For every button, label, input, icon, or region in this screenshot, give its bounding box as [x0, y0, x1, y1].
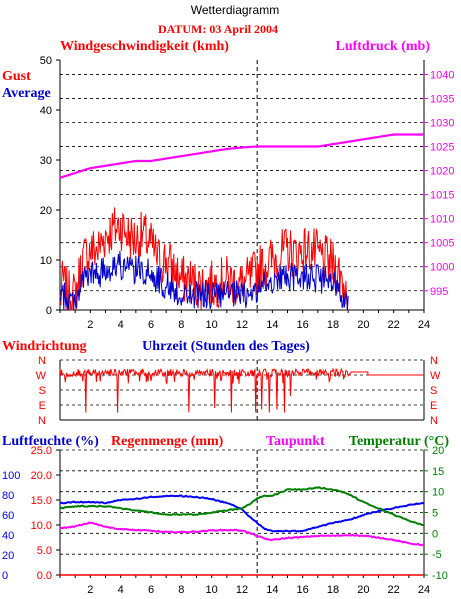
wind-x-tick-label: 4	[118, 319, 124, 331]
temperature-y-tick-label: 5	[432, 508, 438, 520]
humidity-x-tick-label: 8	[178, 584, 184, 596]
rain-y-tick-label: 20.0	[31, 470, 52, 482]
temperature-y-tick-label: 0	[432, 528, 438, 540]
date-label: DATUM: 03 April 2004	[158, 22, 278, 36]
wind-direction-title: Windrichtung	[2, 339, 87, 354]
pressure-y-tick-label: 1010	[430, 214, 454, 226]
direction-grid	[60, 359, 424, 421]
direction-label-left: N	[38, 355, 46, 367]
wind-series	[59, 133, 424, 311]
temperature-title: Temperatur (°C)	[349, 434, 449, 449]
wind-grid	[60, 60, 424, 310]
pressure-series-line	[59, 133, 424, 179]
direction-series	[59, 367, 424, 413]
humidity-x-tick-label: 10	[206, 584, 218, 596]
direction-label-right: N	[430, 355, 438, 367]
humidity-ticks: 0 20 40 60 80 100 0.0 5.0 10.0 15.0 20.0 25.0 -10 -5 0…	[2, 445, 448, 596]
humidity-y-tick-label: 40	[2, 530, 14, 542]
humidity-x-tick-label: 20	[357, 584, 369, 596]
pressure-title: Luftdruck (mb)	[335, 39, 430, 54]
rain-y-tick-label: 15.0	[31, 495, 52, 507]
wind-x-tick-label: 2	[87, 319, 93, 331]
page-title: Wetterdiagramm	[191, 3, 279, 17]
humidity-series-line	[59, 494, 425, 533]
wind-x-tick-label: 18	[327, 319, 339, 331]
wind-x-tick-label: 14	[266, 319, 278, 331]
humidity-x-tick-label: 12	[236, 584, 248, 596]
direction-label-right: E	[430, 400, 437, 412]
rain-y-tick-label: 10.0	[31, 520, 52, 532]
temperature-y-tick-label: 10	[432, 487, 444, 499]
temperature-y-tick-label: -5	[432, 549, 442, 561]
humidity-x-tick-label: 18	[327, 584, 339, 596]
time-axis-title: Uhrzeit (Stunden des Tages)	[142, 339, 310, 354]
wind-x-tick-label: 12	[236, 319, 248, 331]
pressure-y-tick-label: 1000	[430, 262, 454, 274]
direction-ticks: N NW WS SE EN N	[36, 355, 441, 427]
temperature-y-tick-label: 15	[432, 466, 444, 478]
direction-label-right: S	[430, 385, 437, 397]
wind-ticks: 0102030405099510001005101010151020102510…	[40, 55, 455, 331]
humidity-x-tick-label: 14	[266, 584, 278, 596]
pressure-y-tick-label: 1025	[430, 142, 454, 154]
humidity-y-tick-label: 60	[2, 510, 14, 522]
humidity-x-tick-label: 2	[87, 584, 93, 596]
legend-gust: Gust	[2, 69, 31, 84]
humidity-x-tick-label: 6	[148, 584, 154, 596]
direction-label-left: N	[38, 415, 46, 427]
pressure-y-tick-label: 1020	[430, 166, 454, 178]
wind-x-tick-label: 10	[206, 319, 218, 331]
pressure-y-tick-label: 995	[430, 286, 448, 298]
wind-y-tick-label: 40	[40, 105, 52, 117]
pressure-y-tick-label: 1040	[430, 69, 454, 81]
humidity-y-tick-label: 80	[2, 490, 14, 502]
wind-x-tick-label: 22	[388, 319, 400, 331]
pressure-y-tick-label: 1005	[430, 238, 454, 250]
direction-label-right: W	[430, 370, 441, 382]
wind-speed-title: Windgeschwindigkeit (kmh)	[60, 39, 229, 54]
direction-series-line	[59, 367, 424, 413]
wind-y-tick-label: 20	[40, 205, 52, 217]
wind-y-tick-label: 10	[40, 255, 52, 267]
humidity-x-tick-label: 16	[297, 584, 309, 596]
wind-x-tick-label: 8	[178, 319, 184, 331]
humidity-series	[59, 486, 425, 576]
humidity-x-tick-label: 24	[418, 584, 430, 596]
pressure-y-tick-label: 1030	[430, 118, 454, 130]
wind-y-tick-label: 30	[40, 155, 52, 167]
wind-x-tick-label: 6	[148, 319, 154, 331]
rain-y-tick-label: 25.0	[31, 445, 52, 457]
wind-x-tick-label: 24	[418, 319, 430, 331]
humidity-y-tick-label: 20	[2, 550, 14, 562]
direction-label-left: W	[36, 370, 47, 382]
humidity-y-tick-label: 0	[2, 570, 8, 582]
dewpoint-series-line	[59, 521, 425, 547]
legend-average: Average	[2, 86, 51, 101]
pressure-y-tick-label: 1035	[430, 93, 454, 105]
direction-label-right: N	[430, 415, 438, 427]
rain-y-tick-label: 5.0	[37, 545, 52, 557]
humidity-y-tick-label: 100	[2, 470, 20, 482]
temperature-y-tick-label: 20	[432, 445, 444, 457]
humidity-title: Luftfeuchte (%)	[2, 434, 99, 449]
dewpoint-title: Taupunkt	[266, 434, 325, 449]
average-series-line	[59, 250, 349, 311]
humidity-x-tick-label: 4	[118, 584, 124, 596]
wind-y-tick-label: 50	[40, 55, 52, 67]
direction-label-left: S	[39, 385, 46, 397]
temperature-y-tick-label: -10	[432, 570, 448, 582]
temperature-series-line	[59, 486, 424, 526]
pressure-y-tick-label: 1015	[430, 190, 454, 202]
wind-x-tick-label: 16	[297, 319, 309, 331]
wind-x-tick-label: 20	[357, 319, 369, 331]
humidity-x-tick-label: 22	[388, 584, 400, 596]
direction-label-left: E	[39, 400, 46, 412]
wind-y-tick-label: 0	[46, 305, 52, 317]
rain-y-tick-label: 0.0	[37, 570, 52, 582]
rain-title: Regenmenge (mm)	[111, 434, 224, 449]
